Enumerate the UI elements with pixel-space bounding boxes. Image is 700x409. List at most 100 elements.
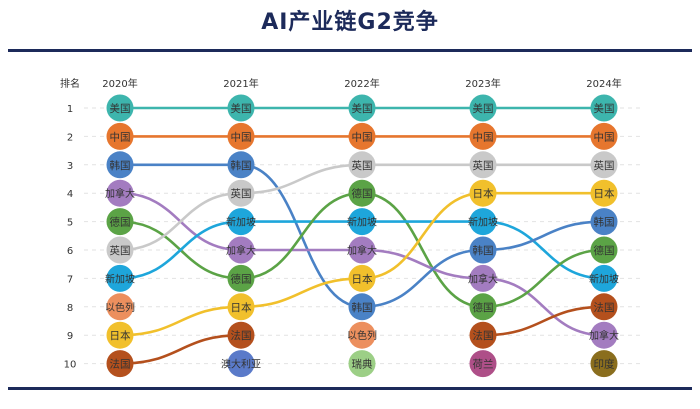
node-circle xyxy=(469,122,497,150)
node-label: 加拿大 xyxy=(105,187,135,200)
rank-label: 9 xyxy=(67,331,73,342)
node-label: 新加坡 xyxy=(347,216,377,229)
rank-node: 英国 xyxy=(590,151,618,179)
rank-node: 韩国 xyxy=(590,208,618,236)
node-label: 日本 xyxy=(352,272,373,285)
rank-node: 韩国 xyxy=(469,236,497,264)
node-circle xyxy=(106,236,134,264)
node-circle xyxy=(348,179,376,207)
node-circle xyxy=(469,208,497,236)
rank-node: 日本 xyxy=(227,293,255,321)
rank-node: 德国 xyxy=(348,179,376,207)
node-label: 英国 xyxy=(352,159,373,172)
series-line xyxy=(482,220,605,280)
node-circle xyxy=(227,179,255,207)
node-label: 德国 xyxy=(594,244,615,257)
node-label: 以色列 xyxy=(105,301,135,314)
rank-node: 美国 xyxy=(469,94,497,122)
node-label: 加拿大 xyxy=(468,272,498,285)
year-label: 2021年 xyxy=(223,77,258,90)
node-circle xyxy=(106,179,134,207)
rank-label: 7 xyxy=(67,274,73,285)
node-label: 韩国 xyxy=(110,159,131,172)
series-line xyxy=(482,277,605,337)
node-circle xyxy=(590,151,618,179)
node-circle xyxy=(227,264,255,292)
node-circle xyxy=(469,264,497,292)
rank-node: 美国 xyxy=(590,94,618,122)
rank-node: 中国 xyxy=(106,122,134,150)
node-circle xyxy=(106,208,134,236)
series-line xyxy=(119,191,242,252)
node-circle xyxy=(469,94,497,122)
series-line xyxy=(240,277,363,309)
rank-node: 德国 xyxy=(106,208,134,236)
node-label: 美国 xyxy=(231,102,252,115)
node-circle xyxy=(227,122,255,150)
rank-node: 英国 xyxy=(227,179,255,207)
node-circle xyxy=(348,94,376,122)
series-line xyxy=(119,220,242,280)
year-label: 2022年 xyxy=(344,77,379,90)
rank-node: 美国 xyxy=(348,94,376,122)
node-label: 印度 xyxy=(594,358,615,371)
node-circle xyxy=(590,350,618,378)
node-circle xyxy=(227,321,255,349)
node-label: 英国 xyxy=(231,187,252,200)
node-circle xyxy=(590,208,618,236)
node-label: 法国 xyxy=(594,301,615,314)
series-line xyxy=(482,220,605,252)
node-circle xyxy=(348,122,376,150)
node-label: 美国 xyxy=(594,102,615,115)
node-label: 中国 xyxy=(473,130,494,143)
node-circle xyxy=(227,236,255,264)
node-label: 中国 xyxy=(594,130,615,143)
node-label: 新加坡 xyxy=(105,272,135,285)
series-line xyxy=(240,191,363,280)
rank-label: 2 xyxy=(67,132,73,143)
rank-node: 美国 xyxy=(106,94,134,122)
node-label: 瑞典 xyxy=(352,358,373,371)
year-label: 2020年 xyxy=(102,77,137,90)
rank-node: 新加坡 xyxy=(589,264,619,292)
node-circle xyxy=(348,293,376,321)
node-label: 德国 xyxy=(231,272,252,285)
node-label: 中国 xyxy=(110,130,131,143)
node-label: 英国 xyxy=(110,244,131,257)
node-label: 日本 xyxy=(473,187,494,200)
node-label: 新加坡 xyxy=(226,216,256,229)
rank-label: 5 xyxy=(67,218,73,229)
node-circle xyxy=(106,122,134,150)
series-line xyxy=(119,333,242,365)
node-label: 加拿大 xyxy=(226,244,256,257)
node-label: 法国 xyxy=(110,358,131,371)
rank-header: 排名 xyxy=(60,77,80,90)
node-label: 德国 xyxy=(352,187,373,200)
rank-label: 1 xyxy=(67,104,73,115)
node-label: 法国 xyxy=(231,329,252,342)
node-label: 英国 xyxy=(473,159,494,172)
node-label: 中国 xyxy=(352,130,373,143)
rank-node: 加拿大 xyxy=(589,321,619,349)
node-circle xyxy=(106,151,134,179)
rank-node: 加拿大 xyxy=(347,236,377,264)
rank-node: 法国 xyxy=(106,350,134,378)
node-circle xyxy=(590,94,618,122)
rank-node: 法国 xyxy=(227,321,255,349)
node-circle xyxy=(106,94,134,122)
divider-top xyxy=(8,49,692,52)
rank-label: 4 xyxy=(67,189,73,200)
page-title: AI产业链G2竞争 xyxy=(261,10,439,35)
node-circle xyxy=(590,122,618,150)
rank-node: 加拿大 xyxy=(226,236,256,264)
node-label: 美国 xyxy=(473,102,494,115)
node-label: 韩国 xyxy=(231,159,252,172)
rank-node: 新加坡 xyxy=(226,208,256,236)
node-label: 加拿大 xyxy=(347,244,377,257)
rank-node: 日本 xyxy=(106,321,134,349)
rank-node: 英国 xyxy=(469,151,497,179)
rank-node: 法国 xyxy=(590,293,618,321)
node-circle xyxy=(348,236,376,264)
rank-node: 英国 xyxy=(348,151,376,179)
